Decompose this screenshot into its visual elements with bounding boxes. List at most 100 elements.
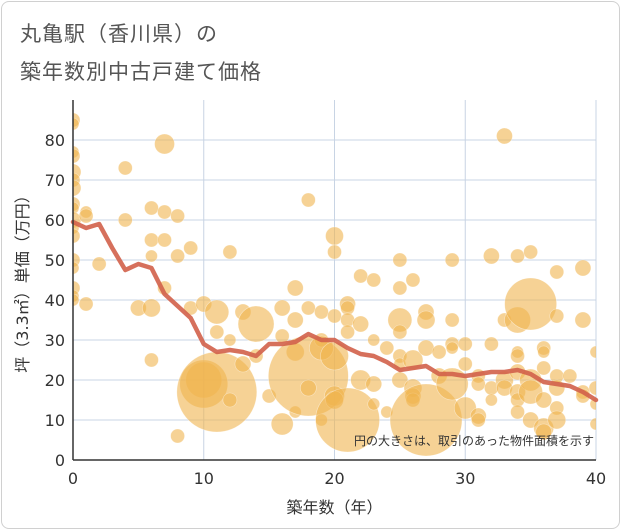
x-tick-label: 30 (455, 469, 475, 488)
data-bubble (547, 410, 567, 430)
data-bubble (327, 244, 342, 260)
y-tick-label: 50 (45, 251, 65, 270)
data-bubble (144, 200, 159, 216)
data-bubble (392, 280, 408, 296)
data-bubble (536, 360, 552, 376)
data-bubble (142, 298, 161, 318)
data-bubble (157, 232, 172, 248)
y-tick-label: 10 (45, 411, 65, 430)
data-bubble (366, 272, 382, 288)
data-bubble (270, 412, 294, 436)
data-bubble (444, 252, 460, 268)
data-bubble (416, 310, 436, 330)
data-bubble (91, 256, 107, 272)
data-bubble (223, 333, 237, 347)
data-bubble (431, 344, 447, 360)
x-tick-label: 20 (324, 469, 344, 488)
data-bubble (118, 160, 133, 176)
data-bubble (170, 208, 185, 224)
data-bubble (73, 117, 80, 131)
data-bubble (562, 368, 578, 384)
data-bubble (274, 328, 290, 344)
data-bubble (300, 379, 317, 397)
data-bubble (301, 300, 316, 316)
data-bubble (365, 375, 383, 393)
x-tick-label: 10 (194, 469, 214, 488)
data-bubble (523, 244, 538, 260)
data-bubble (537, 345, 551, 359)
data-bubble (457, 356, 473, 372)
data-bubble (237, 305, 275, 343)
data-bubble (504, 277, 557, 331)
data-bubble (392, 252, 408, 268)
data-bubble (325, 226, 344, 246)
data-bubble (588, 380, 596, 396)
x-tick-label: 0 (68, 469, 78, 488)
y-tick-label: 80 (45, 131, 65, 150)
data-bubble (445, 341, 459, 355)
data-bubble (327, 308, 342, 324)
y-tick-label: 20 (45, 371, 65, 390)
data-bubble (118, 212, 133, 228)
data-bubble (315, 387, 380, 453)
data-bubble (444, 312, 460, 328)
data-bubble (417, 339, 435, 357)
data-bubble (78, 208, 94, 224)
y-tick-label: 40 (45, 291, 65, 310)
data-bubble (209, 324, 225, 340)
data-bubble (510, 348, 525, 364)
data-bubble (589, 345, 596, 359)
data-bubble (471, 412, 486, 428)
data-bubble (73, 293, 80, 307)
data-bubble (457, 336, 473, 352)
y-tick-label: 70 (45, 171, 65, 190)
data-bubble (286, 279, 304, 297)
data-bubble (510, 404, 525, 420)
data-bubble (154, 133, 175, 155)
data-bubble (157, 204, 172, 220)
data-bubble (234, 355, 252, 373)
data-bubble (183, 240, 198, 256)
data-bubble (170, 428, 185, 444)
data-bubble (73, 261, 80, 275)
data-bubble (145, 249, 158, 263)
data-bubble (574, 259, 592, 277)
y-tick-label: 30 (45, 331, 65, 350)
data-bubble (204, 299, 230, 325)
data-bubble (485, 393, 498, 407)
data-bubble (589, 417, 596, 431)
data-bubble (535, 391, 553, 409)
data-bubble (170, 248, 185, 264)
data-bubble (352, 315, 369, 333)
data-bubble (73, 179, 82, 197)
data-bubble (273, 299, 291, 317)
data-bubble (73, 148, 81, 164)
axes (72, 100, 596, 461)
data-bubble (367, 397, 381, 411)
data-bubble (535, 423, 553, 441)
tick-labels: 0 10 20 30 40 50 60 70 80 0 10 20 30 40 (45, 131, 607, 488)
data-bubble (367, 333, 381, 347)
data-bubble (73, 228, 81, 244)
data-bubble (379, 340, 395, 356)
size-note: 円の大きさは、取引のあった物件面積を示す (354, 433, 594, 448)
data-bubble (471, 376, 486, 392)
data-bubble (144, 352, 159, 368)
data-bubble (549, 264, 565, 280)
x-axis-label: 築年数（年） (286, 498, 382, 517)
data-bubble (144, 232, 159, 248)
data-bubble (496, 127, 513, 145)
data-bubble (78, 296, 94, 312)
data-bubble (222, 392, 238, 408)
data-bubble (483, 247, 500, 265)
data-bubble (510, 248, 525, 264)
trend-line (70, 219, 599, 403)
data-bubble (314, 304, 329, 320)
trend-line-group (70, 219, 599, 403)
x-tick-label: 40 (586, 469, 606, 488)
data-bubble (340, 324, 355, 340)
data-bubble (222, 244, 238, 260)
y-tick-label: 0 (55, 451, 65, 470)
chart-title-line2: 築年数別中古戸建て価格 (20, 60, 262, 84)
